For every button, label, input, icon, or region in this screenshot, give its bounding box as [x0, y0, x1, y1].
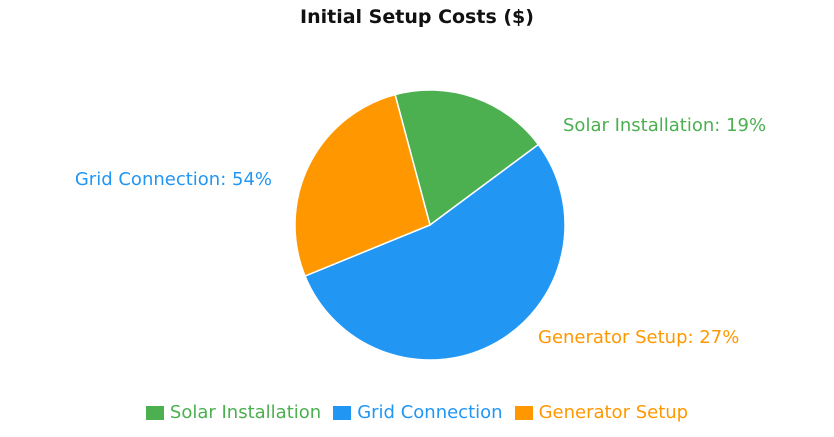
- legend-swatch: [333, 405, 352, 420]
- slice-label-generator-setup: Generator Setup: 27%: [538, 327, 739, 348]
- chart-title: Initial Setup Costs ($): [300, 6, 534, 28]
- legend-label: Generator Setup: [538, 402, 689, 423]
- slice-label-solar-installation: Solar Installation: 19%: [563, 115, 766, 136]
- legend-item-generator-setup[interactable]: Generator Setup: [514, 402, 689, 423]
- legend-label: Grid Connection: [357, 402, 503, 423]
- legend-label: Solar Installation: [169, 402, 322, 423]
- legend-item-grid-connection[interactable]: Grid Connection: [333, 402, 503, 423]
- legend: Solar Installation Grid Connection Generat…: [0, 402, 834, 423]
- pie-slice-solar-installation[interactable]: [394, 89, 540, 227]
- pie-slice-generator-setup[interactable]: [294, 93, 431, 277]
- pie-slice-grid-connection[interactable]: [304, 143, 566, 361]
- slice-label-grid-connection: Grid Connection: 54%: [75, 169, 272, 190]
- legend-item-solar-installation[interactable]: Solar Installation: [145, 402, 322, 423]
- legend-swatch: [514, 405, 533, 420]
- legend-swatch: [145, 405, 164, 420]
